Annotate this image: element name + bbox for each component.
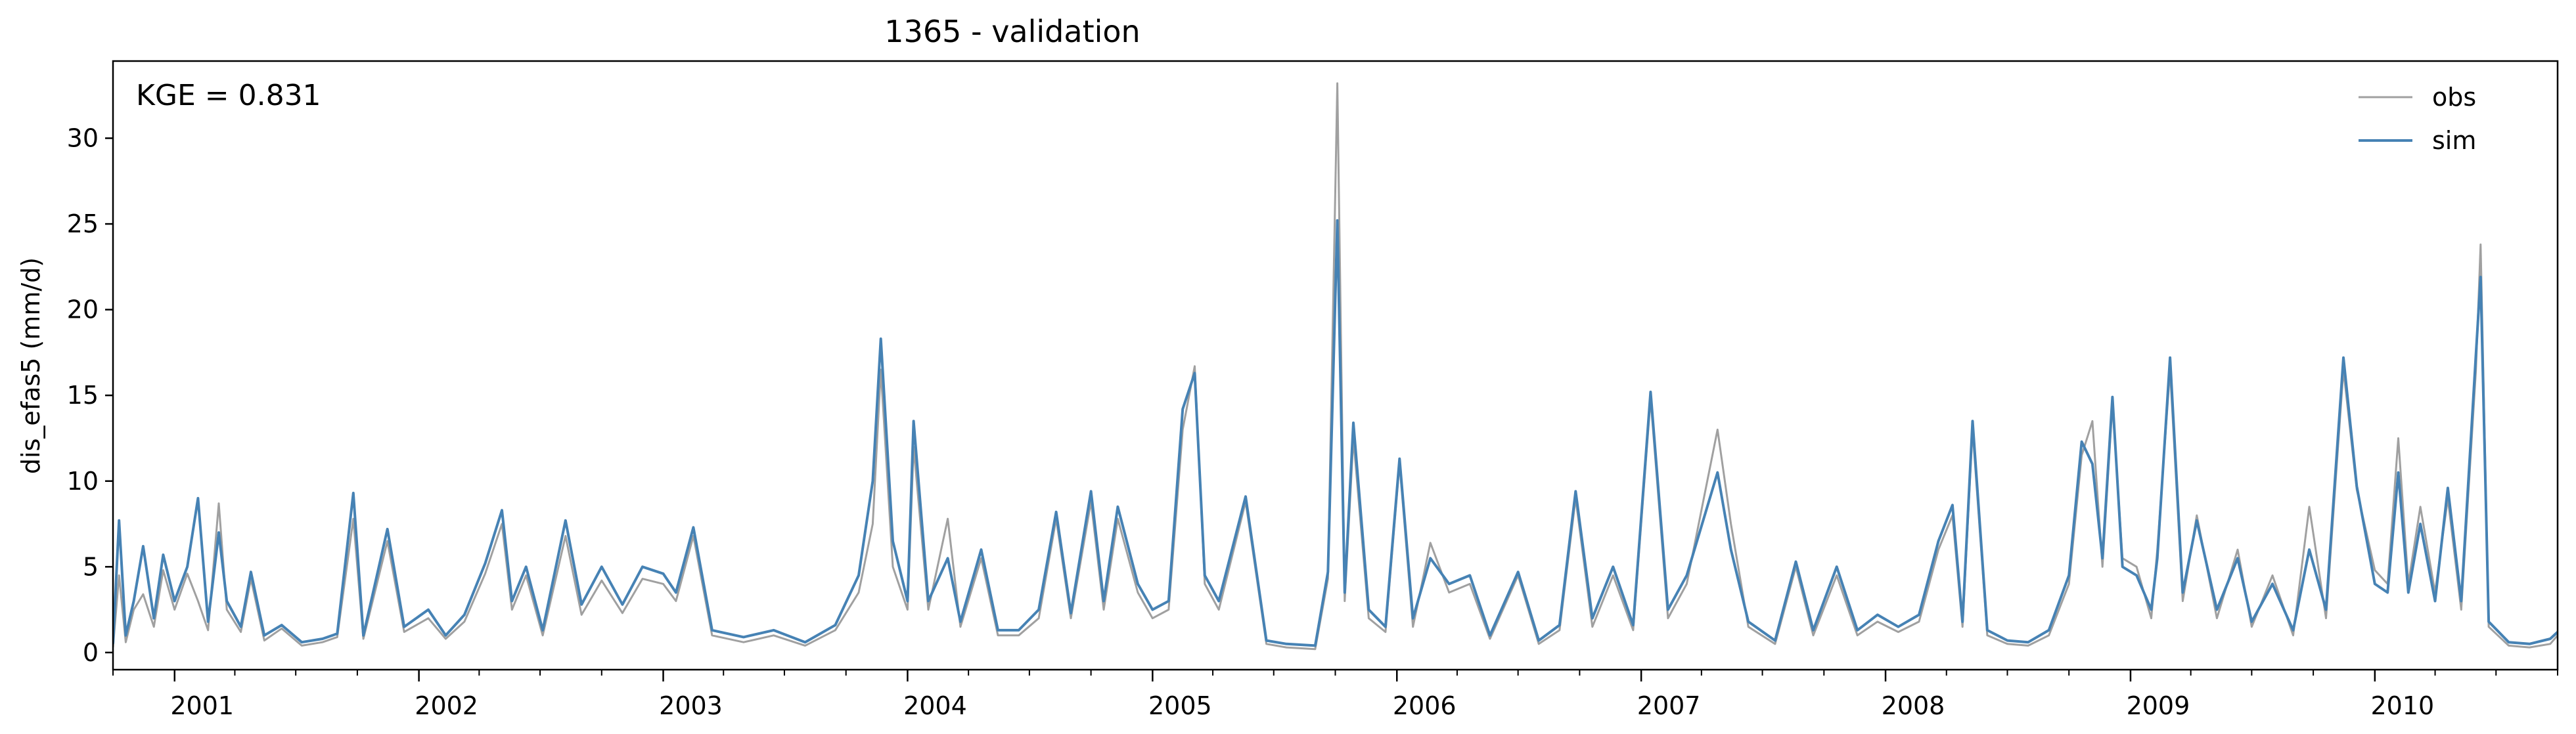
plot-area — [113, 82, 2558, 651]
x-tick-label: 2005 — [1148, 691, 1212, 720]
y-tick-label: 0 — [83, 638, 99, 667]
y-tick-label: 5 — [83, 552, 99, 581]
y-tick-label: 10 — [67, 467, 99, 496]
x-tick-label: 2007 — [1637, 691, 1701, 720]
x-tick-label: 2009 — [2127, 691, 2190, 720]
legend-label-obs: obs — [2432, 83, 2476, 112]
x-tick-label: 2001 — [170, 691, 234, 720]
y-tick-label: 25 — [67, 209, 99, 238]
kge-annotation: KGE = 0.831 — [136, 79, 321, 112]
y-axis-label: dis_efas5 (mm/d) — [16, 257, 45, 474]
x-tick-label: 2004 — [903, 691, 967, 720]
x-tick-label: 2003 — [659, 691, 723, 720]
x-tick-label: 2010 — [2370, 691, 2434, 720]
y-tick-label: 15 — [67, 381, 99, 410]
x-tick-label: 2006 — [1393, 691, 1457, 720]
y-tick-label: 20 — [67, 295, 99, 324]
x-tick-label: 2002 — [415, 691, 478, 720]
x-tick-label: 2008 — [1882, 691, 1945, 720]
axes: 0 5 10 15 20 25 30 2001 2002 2003 2004 2005 2006 2007… — [67, 60, 2559, 720]
chart-title: 1365 - validation — [884, 14, 1140, 49]
series-line-sim — [113, 219, 2558, 647]
y-tick-label: 30 — [67, 124, 99, 153]
legend-label-sim: sim — [2432, 126, 2476, 155]
legend: obs sim — [2359, 83, 2476, 155]
series-line-obs — [113, 82, 2558, 651]
